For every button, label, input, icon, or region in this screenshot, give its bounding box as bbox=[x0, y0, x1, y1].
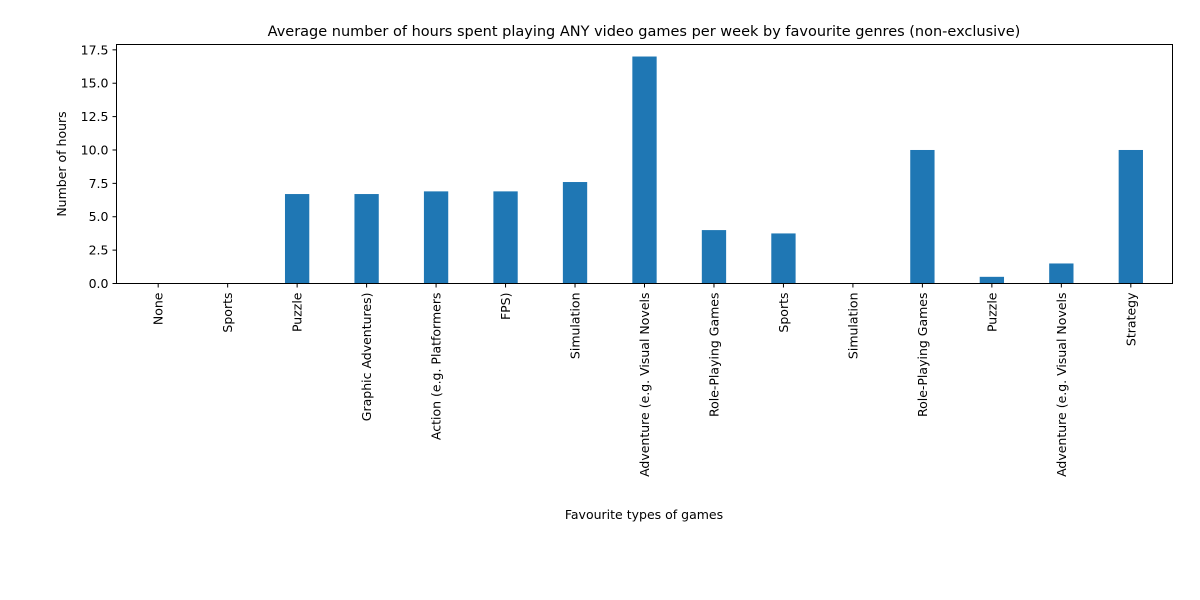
bar-3 bbox=[354, 194, 379, 284]
x-axis: None Sports Puzzle Graphic Adventures) Actio… bbox=[151, 283, 1138, 477]
y-axis: 0.0 2.5 5.0 7.5 10.0 12.5 15.0 17.5 bbox=[81, 42, 117, 291]
x-tick-label-6: Simulation bbox=[568, 293, 583, 360]
x-tick-label-12: Puzzle bbox=[984, 292, 999, 332]
bar-12 bbox=[979, 276, 1005, 284]
x-tick-label-14: Strategy bbox=[1123, 292, 1138, 346]
x-tick-label-10: Simulation bbox=[845, 293, 860, 360]
bar-13 bbox=[1049, 263, 1074, 284]
x-tick-label-7: Adventure (e.g. Visual Novels bbox=[637, 293, 652, 477]
x-tick-label-4: Action (e.g. Platformers bbox=[429, 293, 444, 441]
y-tick-label-0: 0.0 bbox=[89, 276, 109, 291]
bars-group bbox=[284, 56, 1143, 284]
bar-5 bbox=[493, 191, 518, 284]
x-tick-label-2: Puzzle bbox=[290, 292, 305, 332]
x-tick-label-0: None bbox=[151, 292, 166, 325]
y-tick-label-2: 5.0 bbox=[89, 209, 109, 224]
x-tick-label-3: Graphic Adventures) bbox=[359, 293, 374, 422]
chart-title: Average number of hours spent playing AN… bbox=[268, 24, 1021, 40]
x-tick-label-9: Sports bbox=[776, 293, 791, 333]
y-tick-label-5: 12.5 bbox=[81, 109, 109, 124]
y-tick-label-7: 17.5 bbox=[81, 42, 109, 57]
x-tick-label-13: Adventure (e.g. Visual Novels bbox=[1054, 293, 1069, 477]
y-tick-label-3: 7.5 bbox=[89, 176, 109, 191]
y-tick-label-4: 10.0 bbox=[81, 142, 109, 157]
bar-2 bbox=[284, 194, 310, 284]
bar-9 bbox=[771, 233, 796, 284]
x-axis-label: Favourite types of games bbox=[565, 507, 723, 522]
x-tick-label-5: FPS) bbox=[498, 293, 513, 321]
bar-4 bbox=[423, 191, 449, 284]
y-tick-label-6: 15.0 bbox=[81, 76, 109, 91]
bar-11 bbox=[910, 149, 935, 284]
x-tick-label-11: Role-Playing Games bbox=[915, 293, 930, 418]
x-tick-label-8: Role-Playing Games bbox=[706, 293, 721, 418]
y-axis-label: Number of hours bbox=[54, 111, 69, 216]
bar-14 bbox=[1118, 149, 1143, 284]
bar-7 bbox=[632, 56, 657, 284]
y-tick-label-1: 2.5 bbox=[89, 243, 109, 258]
x-tick-label-1: Sports bbox=[220, 293, 235, 333]
bar-6 bbox=[562, 182, 588, 284]
bar-8 bbox=[701, 230, 727, 284]
